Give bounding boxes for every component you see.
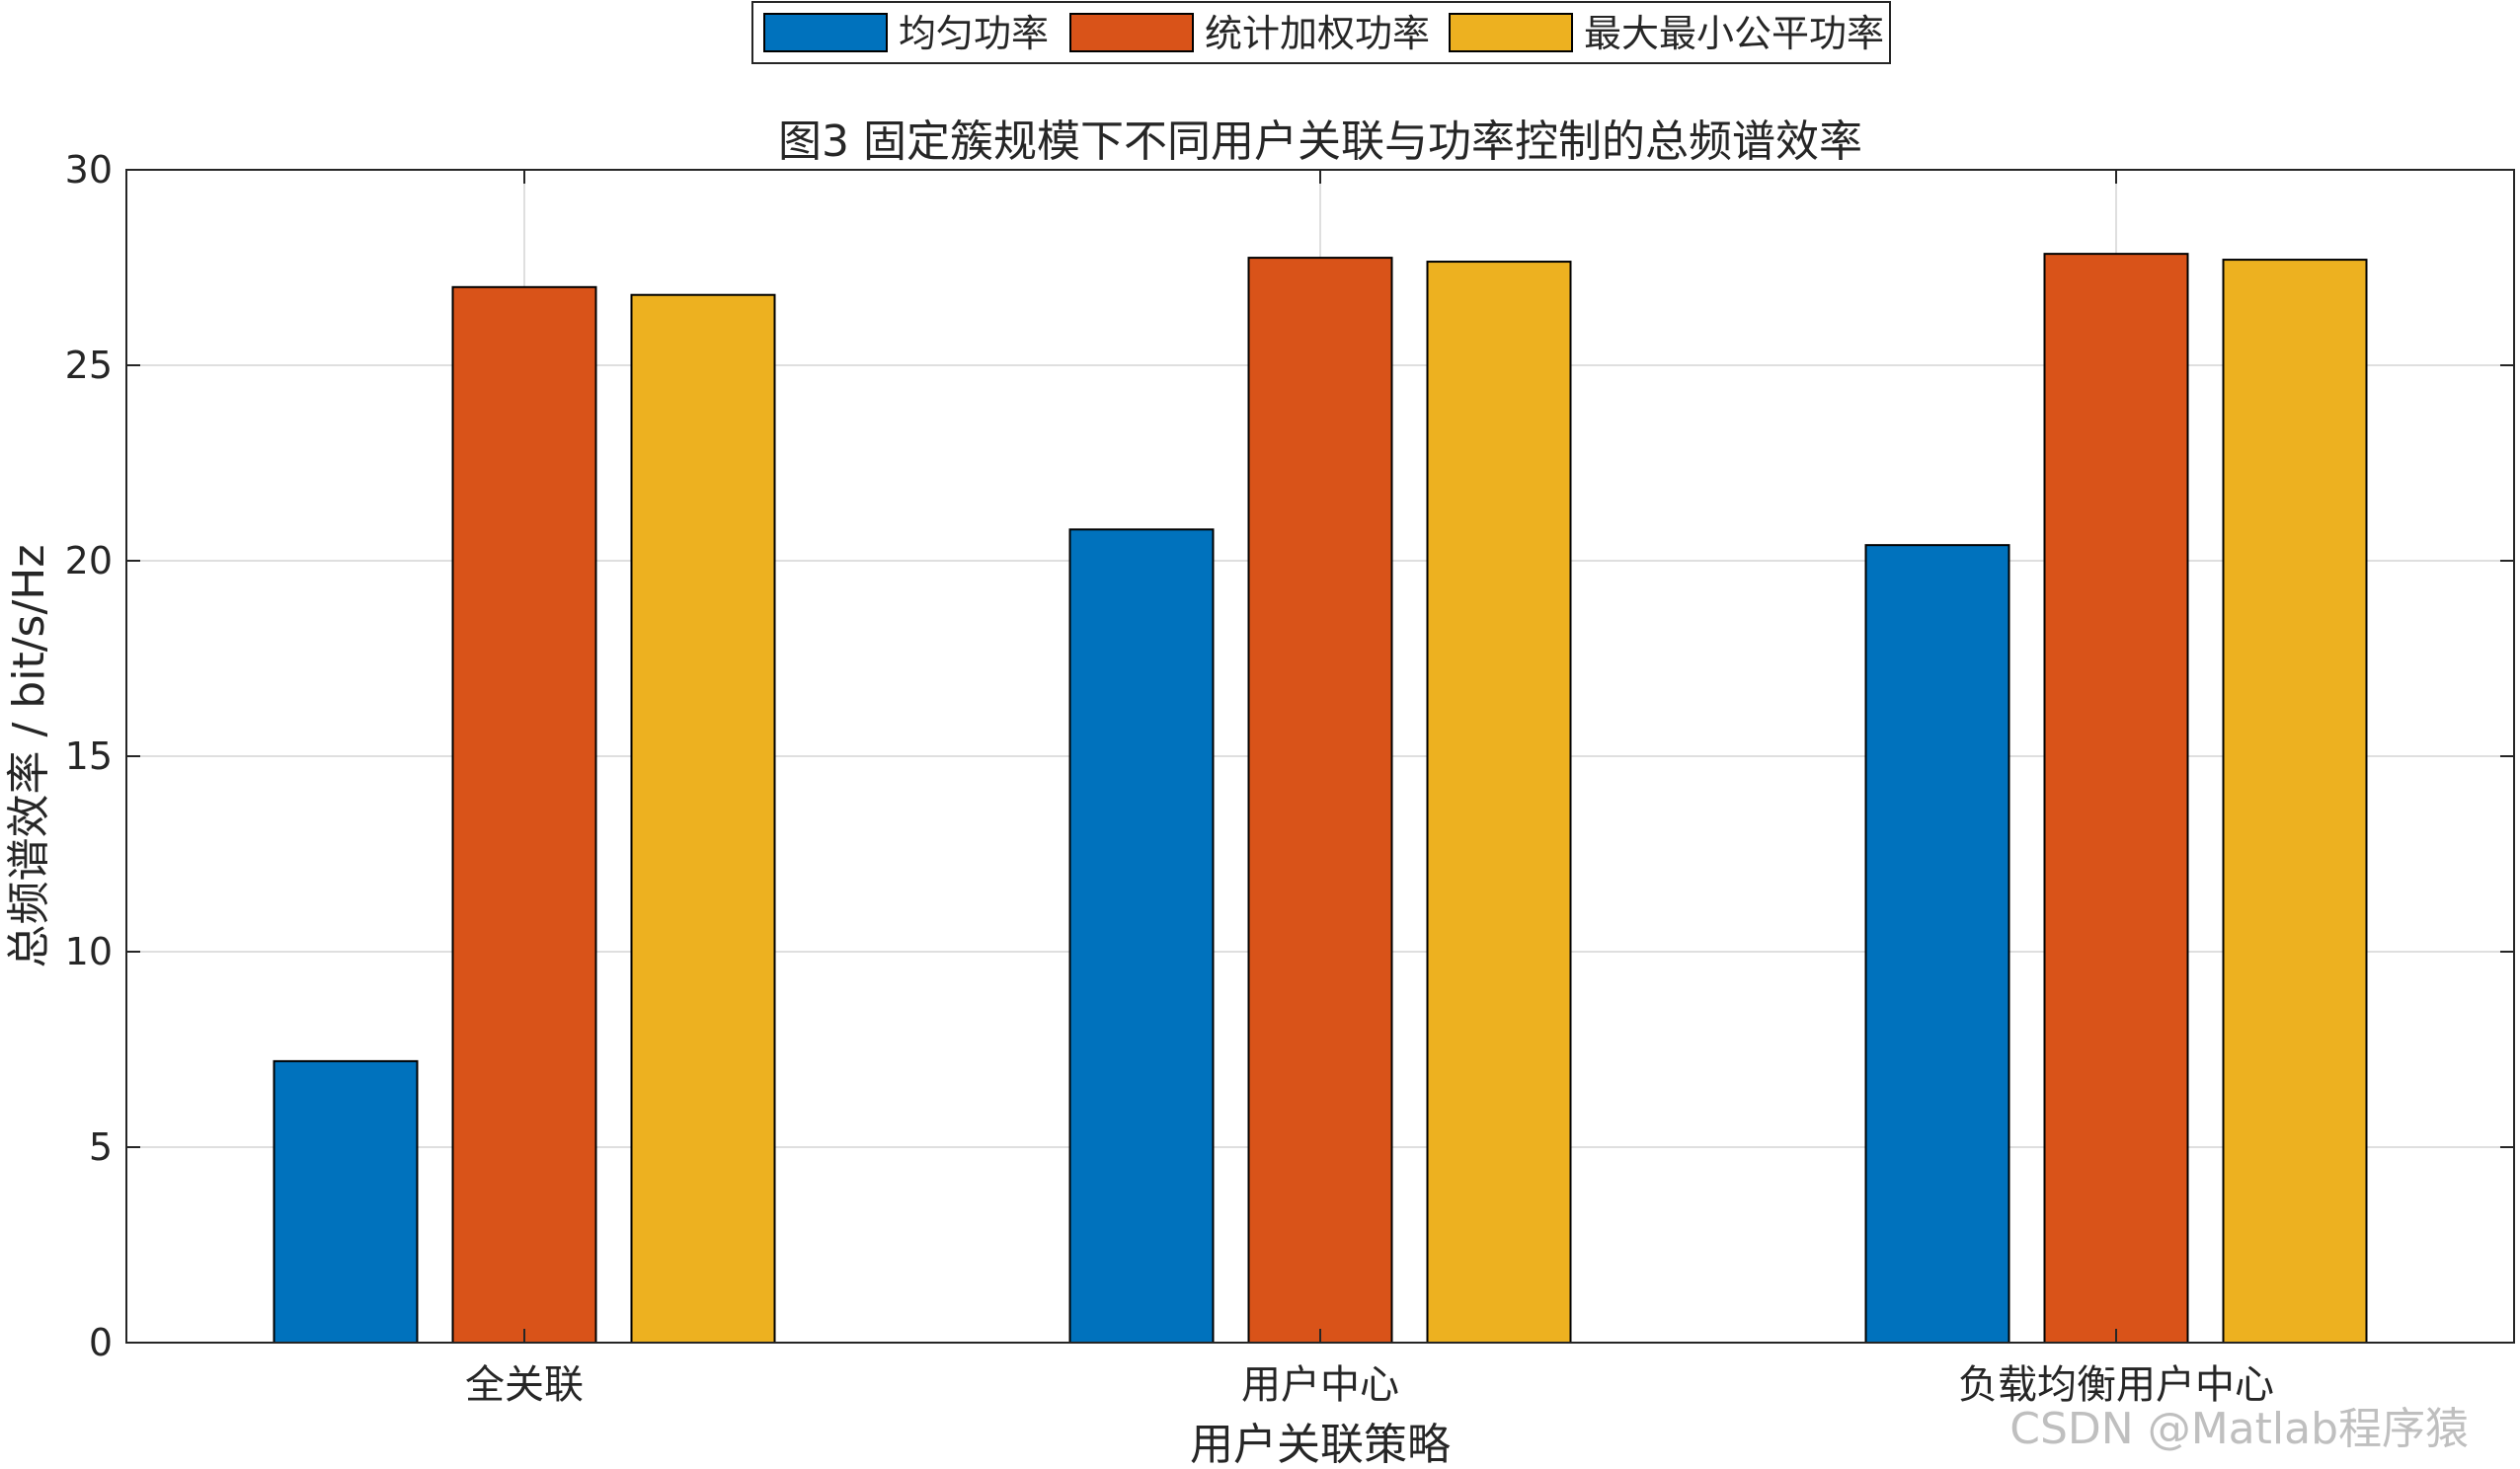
bars <box>273 253 2368 1345</box>
legend-label: 统计加权功率 <box>1205 12 1430 55</box>
bar <box>630 293 776 1345</box>
y-tick-label: 15 <box>65 734 113 778</box>
x-category-label: 全关联 <box>465 1362 584 1408</box>
bar <box>1426 261 1572 1344</box>
y-tick-label: 0 <box>89 1321 113 1364</box>
bar <box>1068 528 1215 1344</box>
bar <box>273 1059 419 1344</box>
legend-swatch <box>1449 13 1573 52</box>
bar <box>2222 259 2368 1345</box>
legend-box <box>751 1 1891 64</box>
x-axis-title: 用户关联策略 <box>1190 1420 1451 1469</box>
chart-title: 图3 固定簇规模下不同用户关联与功率控制的总频谱效率 <box>778 116 1862 167</box>
legend-swatch <box>1069 13 1194 52</box>
y-tick-label: 20 <box>65 539 113 582</box>
bar <box>451 285 597 1344</box>
legend-swatch <box>763 13 888 52</box>
legend-label: 均匀功率 <box>899 12 1049 55</box>
legend-label: 最大最小公平功率 <box>1584 12 1884 55</box>
watermark: CSDN @Matlab程序猿 <box>2009 1404 2469 1454</box>
y-tick-label: 30 <box>65 148 113 192</box>
y-tick-label: 10 <box>65 930 113 973</box>
legend: 均匀功率 统计加权功率 最大最小公平功率 <box>751 1 1891 64</box>
bar <box>2043 253 2189 1344</box>
y-tick-label: 5 <box>89 1125 113 1169</box>
bar <box>1864 544 2010 1344</box>
x-category-label: 用户中心 <box>1241 1362 1399 1408</box>
axis-ticks: 0 5 10 15 20 25 30 全关联 用户中心 负载均衡用户中心 <box>65 148 2514 1408</box>
y-tick-label: 25 <box>65 344 113 387</box>
y-axis-title: 总频谱效率 / bit/s/Hz <box>4 545 54 968</box>
x-category-label: 负载均衡用户中心 <box>1958 1362 2274 1408</box>
bar <box>1247 257 1393 1345</box>
